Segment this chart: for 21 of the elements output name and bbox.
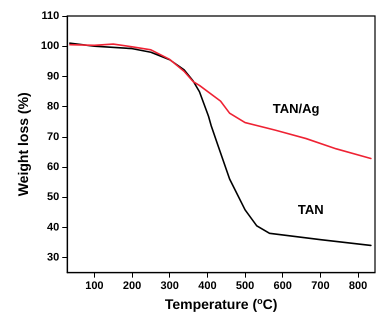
- x-tick-label: 300: [160, 280, 179, 292]
- x-tick-label: 400: [198, 280, 217, 292]
- y-tick-label: 110: [42, 10, 60, 22]
- y-tick-label: 50: [47, 191, 60, 204]
- y-tick-label: 60: [47, 160, 60, 173]
- x-tick-label: 100: [85, 280, 104, 292]
- y-tick-label: 70: [47, 130, 60, 143]
- x-tick-label: 800: [348, 280, 368, 292]
- y-tick-label: 40: [47, 221, 60, 234]
- x-tick-label: 600: [274, 280, 292, 292]
- line-series: [69, 43, 372, 160]
- series-label: TAN: [298, 202, 324, 218]
- x-tick-label: 700: [311, 280, 330, 292]
- y-tick-label: 30: [47, 252, 60, 264]
- y-axis-title: Weight loss (%): [15, 92, 31, 196]
- y-tick-label: 90: [47, 70, 60, 82]
- x-tick-label: 200: [122, 280, 142, 292]
- x-tick-label: 500: [236, 280, 254, 292]
- y-tick-label: 100: [40, 40, 60, 52]
- series-label: TAN/Ag: [272, 101, 320, 116]
- y-tick-label: 80: [47, 100, 60, 113]
